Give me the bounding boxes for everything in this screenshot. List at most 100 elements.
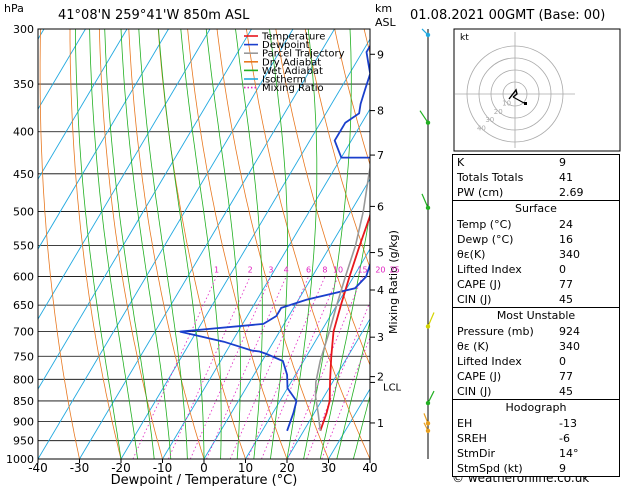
storm-motion-vector xyxy=(512,96,525,104)
x-tick-label: 40 xyxy=(362,461,377,475)
diagram-grid xyxy=(0,29,370,459)
km-tick-label: 9 xyxy=(377,48,384,61)
surface-row: Lifted Index 0 xyxy=(453,262,619,277)
datetime-title: 01.08.2021 00GMT (Base: 00) xyxy=(410,8,606,23)
mixing-ratio-label: 15 xyxy=(357,266,367,275)
surface-value: 77 xyxy=(559,278,573,291)
mixing-ratio-line xyxy=(261,276,339,459)
dry-adiabat xyxy=(39,29,80,459)
x-tick-label: 10 xyxy=(238,461,253,475)
most-unstable-label: Lifted Index xyxy=(457,355,522,368)
surface-row: Dewp (°C) 16 xyxy=(453,232,619,247)
legend-label: Wet Adiabat xyxy=(262,66,323,77)
pressure-tick-label: 850 xyxy=(13,395,34,408)
hodograph-label: EH xyxy=(457,417,473,430)
pressure-tick-label: 900 xyxy=(13,415,34,428)
km-tick-label: 5 xyxy=(377,247,384,260)
isotherm xyxy=(38,29,86,110)
mixing-ratio-label: 10 xyxy=(333,266,343,275)
mixing-ratio-line xyxy=(247,276,326,459)
most-unstable-value: 924 xyxy=(559,325,580,338)
most-unstable-label: CIN (J) xyxy=(457,385,492,398)
storm-motion-marker xyxy=(524,102,527,105)
mixing-ratio-line xyxy=(229,276,309,459)
surface-value: 16 xyxy=(559,233,573,246)
surface-label: Dewp (°C) xyxy=(457,233,514,246)
most-unstable-value: 340 xyxy=(559,340,580,353)
legend-label: Parcel Trajectory xyxy=(262,49,345,60)
hodograph-value: 14° xyxy=(559,447,579,460)
most-unstable-row: Pressure (mb) 924 xyxy=(453,324,619,339)
pressure-tick-label: 800 xyxy=(13,373,34,386)
hodograph-value: 9 xyxy=(559,462,566,475)
totals-totals-label: Totals Totals xyxy=(457,171,524,184)
legend-label: Dewpoint xyxy=(262,40,310,51)
most-unstable-label: Pressure (mb) xyxy=(457,325,534,338)
wind-barb-staff xyxy=(427,390,435,404)
x-tick-label: 30 xyxy=(321,461,336,475)
wet-adiabat xyxy=(269,29,288,459)
x-tick-label: -20 xyxy=(111,461,131,475)
x-tick-label: -30 xyxy=(70,461,90,475)
pressure-tick-label: 450 xyxy=(13,168,34,181)
most-unstable-row: θε (K) 340 xyxy=(453,339,619,354)
mixing-ratio-label: 8 xyxy=(322,266,327,275)
pressure-tick-label: 1000 xyxy=(6,453,34,466)
km-unit-label: km xyxy=(375,2,393,15)
km-tick-label: 1 xyxy=(377,417,384,430)
surface-value: 0 xyxy=(559,263,566,276)
hodograph-row: StmDir 14° xyxy=(453,446,619,461)
pressure-tick-label: 400 xyxy=(13,126,34,139)
surface-row: CAPE (J) 77 xyxy=(453,277,619,292)
most-unstable-label: θε (K) xyxy=(457,340,489,353)
surface-row: Temp (°C) 24 xyxy=(453,217,619,232)
mixing-ratio-label: 6 xyxy=(306,266,311,275)
diagram-axes: 3003504004505005506006507007508008509009… xyxy=(6,23,402,486)
wet-adiabat xyxy=(205,29,241,459)
hpa-unit-label: hPa xyxy=(4,2,24,15)
hodograph-ring-label: 30 xyxy=(485,116,494,124)
wet-adiabat xyxy=(104,29,155,459)
location-title: 41°08'N 259°41'W 850m ASL xyxy=(58,8,250,23)
dry-adiabat xyxy=(128,29,205,459)
wind-barb-staff xyxy=(421,193,429,209)
x-tick-label: 20 xyxy=(279,461,294,475)
dry-adiabat xyxy=(275,29,370,367)
isotherm xyxy=(79,29,335,459)
pressure-tick-label: 650 xyxy=(13,299,34,312)
isotherm xyxy=(0,29,3,459)
legend-label: Mixing Ratio xyxy=(262,83,324,94)
surface-rows: Temp (°C) 24 Dewp (°C) 16 θε(K) 340 Lifted Ind… xyxy=(453,217,619,307)
mixing-ratio-label: 25 xyxy=(390,266,400,275)
hodograph-row: EH -13 xyxy=(453,416,619,431)
dry-adiabat xyxy=(99,29,163,459)
km-tick-label: 4 xyxy=(377,284,384,297)
asl-unit-label: ASL xyxy=(375,16,396,29)
dewpoint-curve xyxy=(179,44,370,432)
hodograph-row: StmSpd (kt) 9 xyxy=(453,461,619,476)
hodograph-unit-label: kt xyxy=(460,33,469,43)
hodograph-ring-label: 20 xyxy=(494,108,503,116)
x-tick-label: -40 xyxy=(28,461,48,475)
surface-label: Lifted Index xyxy=(457,263,522,276)
totals-totals-value: 41 xyxy=(559,171,573,184)
surface-label: CIN (J) xyxy=(457,293,492,306)
precipitable-water-label: PW (cm) xyxy=(457,186,504,199)
hodograph-value: -13 xyxy=(559,417,577,430)
most-unstable-value: 0 xyxy=(559,355,566,368)
surface-label: CAPE (J) xyxy=(457,278,502,291)
wet-adiabat xyxy=(180,29,222,459)
mixing-ratio-label: 20 xyxy=(375,266,385,275)
surface-label: Temp (°C) xyxy=(457,218,512,231)
wind-profile xyxy=(419,28,435,459)
hodograph-frame xyxy=(453,28,621,152)
hodograph-value: -6 xyxy=(559,432,570,445)
km-tick-label: 3 xyxy=(377,331,384,344)
precipitable-water-value: 2.69 xyxy=(559,186,584,199)
dry-adiabat xyxy=(69,29,122,459)
sounding-curves xyxy=(179,44,370,432)
wet-adiabat xyxy=(303,29,352,459)
